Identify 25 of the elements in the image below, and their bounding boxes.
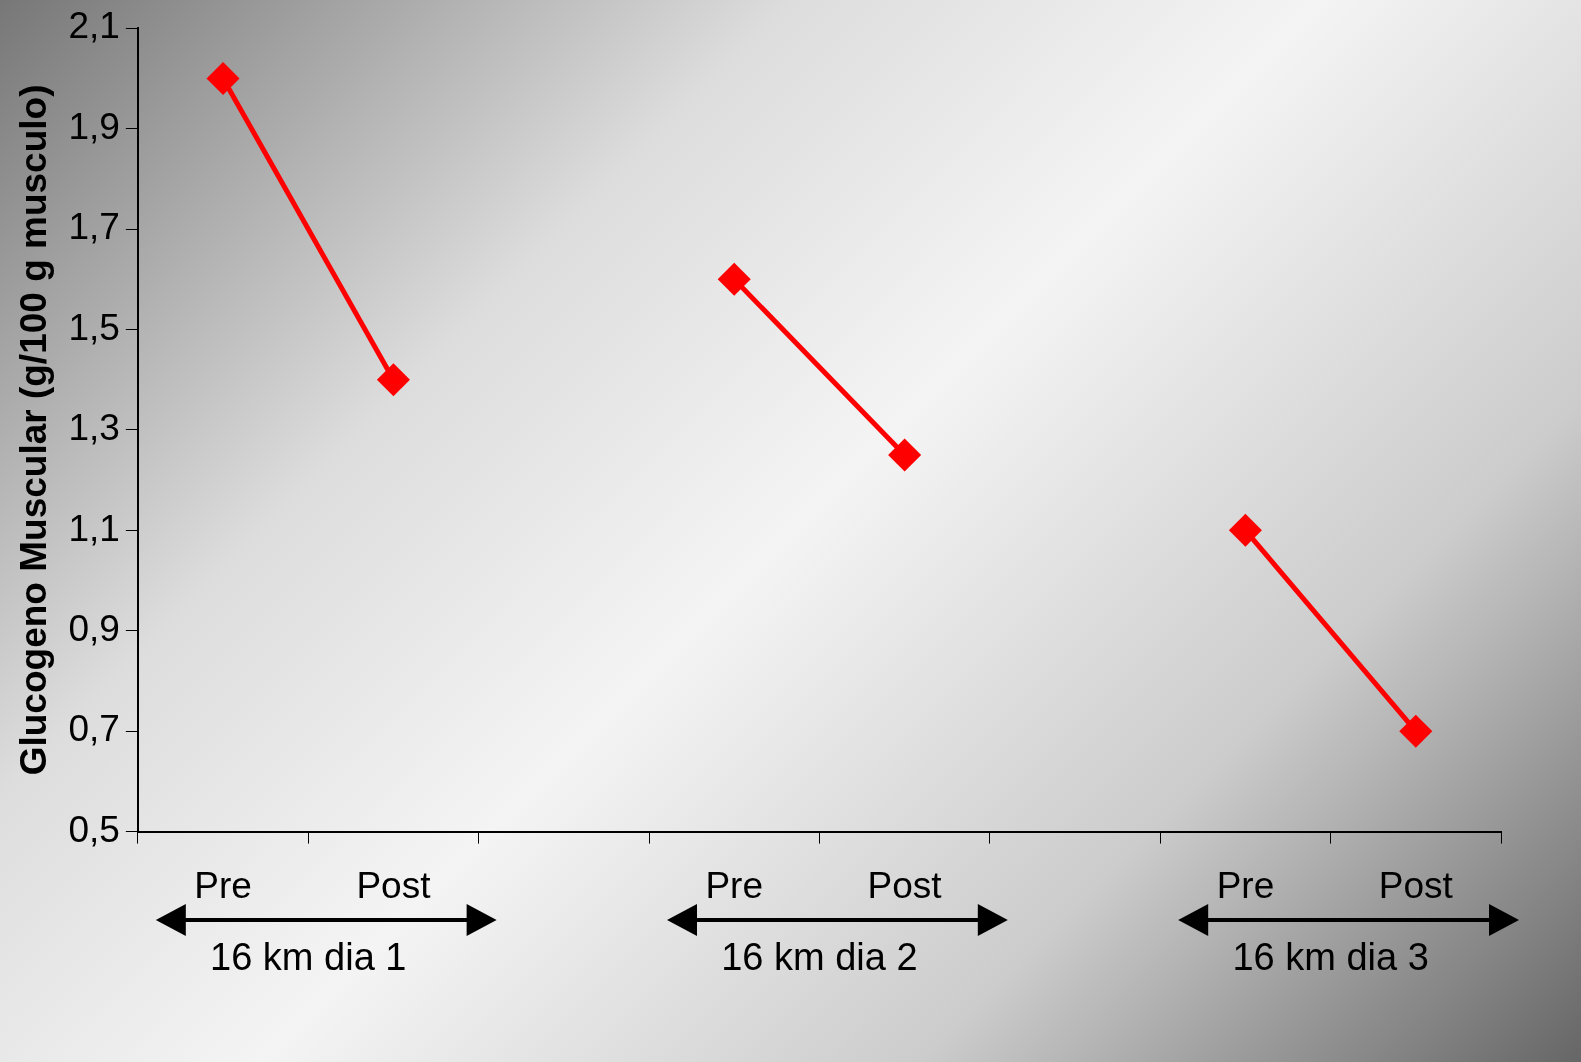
y-tick-label: 1,1 — [68, 507, 120, 549]
y-axis-title: Glucogeno Muscular (g/100 g musculo) — [13, 84, 55, 776]
text: 16 km dia 1 — [210, 936, 407, 979]
x-tick-label: Pre — [194, 865, 252, 906]
y-tick-label: 1,3 — [68, 407, 120, 449]
point — [377, 364, 409, 396]
text: 16 km dia 2 — [721, 936, 918, 979]
point — [207, 62, 239, 94]
x-tick-label: Post — [356, 865, 432, 906]
y-tick-label: 0,5 — [68, 808, 120, 850]
point — [889, 439, 921, 471]
y-tick-label: 0,9 — [68, 607, 120, 649]
text: 16 km dia 3 — [1232, 936, 1429, 979]
x-tick-label: Pre — [1216, 865, 1275, 906]
x-tick-label: Pre — [705, 865, 764, 906]
x-tick-label: Post — [1378, 865, 1454, 906]
y-tick-label: 0,7 — [68, 708, 120, 750]
y-tick-label: 1,9 — [68, 105, 120, 147]
y-tick-label: 1,5 — [68, 306, 120, 348]
point — [1229, 514, 1261, 546]
point — [718, 263, 750, 295]
x-tick-label: Post — [867, 865, 943, 906]
y-tick-label: 2,1 — [68, 5, 120, 47]
y-tick-label: 1,7 — [68, 206, 120, 248]
point — [1400, 715, 1432, 747]
